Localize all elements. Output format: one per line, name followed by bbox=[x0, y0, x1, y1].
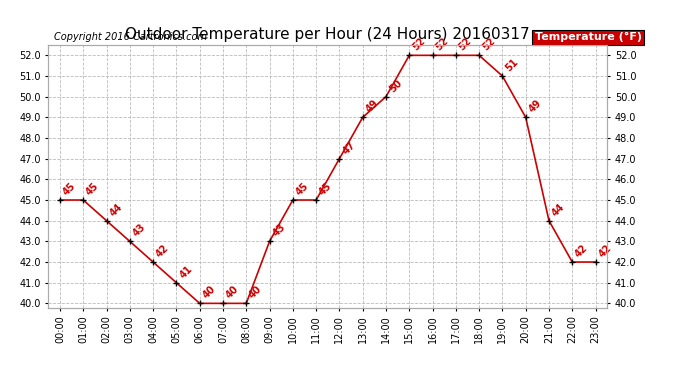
Text: 49: 49 bbox=[527, 98, 544, 115]
Text: 44: 44 bbox=[108, 202, 124, 218]
Text: 45: 45 bbox=[84, 181, 101, 198]
Text: 45: 45 bbox=[294, 181, 310, 198]
Text: 47: 47 bbox=[341, 140, 357, 156]
Text: 52: 52 bbox=[480, 36, 497, 53]
Text: 52: 52 bbox=[411, 36, 427, 53]
Text: 51: 51 bbox=[504, 57, 520, 74]
Title: Outdoor Temperature per Hour (24 Hours) 20160317: Outdoor Temperature per Hour (24 Hours) … bbox=[126, 27, 530, 42]
Text: 52: 52 bbox=[434, 36, 451, 53]
Text: 42: 42 bbox=[597, 243, 613, 260]
Text: 40: 40 bbox=[248, 284, 264, 301]
Text: 52: 52 bbox=[457, 36, 473, 53]
Text: 45: 45 bbox=[61, 181, 78, 198]
Text: 50: 50 bbox=[387, 78, 404, 94]
Text: 40: 40 bbox=[224, 284, 241, 301]
Text: 43: 43 bbox=[131, 222, 148, 239]
Text: 42: 42 bbox=[573, 243, 590, 260]
Text: 43: 43 bbox=[270, 222, 287, 239]
Text: Temperature (°F): Temperature (°F) bbox=[535, 32, 642, 42]
Text: 49: 49 bbox=[364, 98, 380, 115]
Text: 44: 44 bbox=[550, 202, 566, 218]
Text: 40: 40 bbox=[201, 284, 217, 301]
Text: 41: 41 bbox=[177, 264, 194, 280]
Text: 45: 45 bbox=[317, 181, 334, 198]
Text: 42: 42 bbox=[155, 243, 171, 260]
Text: Copyright 2016 Cartronics.com: Copyright 2016 Cartronics.com bbox=[54, 32, 207, 42]
